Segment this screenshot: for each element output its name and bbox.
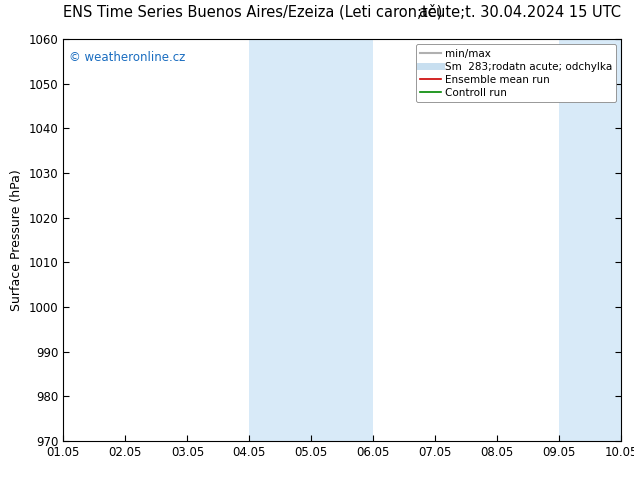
Text: acute;t. 30.04.2024 15 UTC: acute;t. 30.04.2024 15 UTC: [419, 4, 621, 20]
Bar: [559, 39, 621, 441]
Legend: min/max, Sm  283;rodatn acute; odchylka, Ensemble mean run, Controll run: min/max, Sm 283;rodatn acute; odchylka, …: [415, 45, 616, 102]
Text: ENS Time Series Buenos Aires/Ezeiza (Leti caron;tě): ENS Time Series Buenos Aires/Ezeiza (Let…: [63, 4, 443, 20]
Text: © weatheronline.cz: © weatheronline.cz: [69, 51, 185, 64]
Y-axis label: Surface Pressure (hPa): Surface Pressure (hPa): [10, 169, 23, 311]
Bar: [249, 39, 373, 441]
